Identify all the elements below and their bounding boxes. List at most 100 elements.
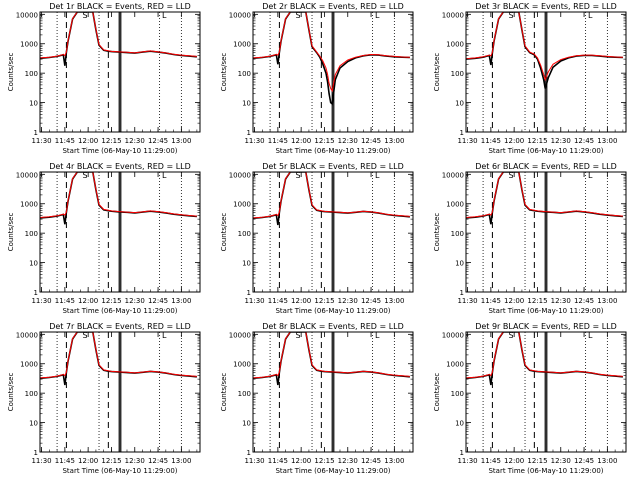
y-axis-label: Counts/sec (433, 373, 441, 412)
x-tick-label: 12:00 (78, 137, 98, 145)
top-marker-l: L (588, 11, 593, 20)
top-marker-s: S (509, 331, 514, 340)
y-tick-label: 1 (460, 129, 464, 137)
top-marker-l: L (162, 11, 167, 20)
x-tick-label: 12:45 (574, 297, 594, 305)
x-tick-label: 12:00 (504, 297, 524, 305)
plot-frame (465, 171, 627, 293)
y-tick-label: 10000 (442, 11, 464, 19)
series-lld (40, 332, 197, 379)
y-tick-label: 100 (451, 70, 464, 78)
x-tick-label: 12:00 (291, 457, 311, 465)
x-tick-label: 13:00 (171, 137, 191, 145)
x-axis-label: Start Time (06-May-10 11:29:00) (275, 147, 390, 155)
x-tick-label: 12:45 (148, 297, 168, 305)
x-tick-label: 12:30 (125, 137, 145, 145)
y-tick-label: 1000 (446, 361, 464, 369)
y-tick-label: 100 (238, 390, 251, 398)
x-tick-label: 12:15 (101, 457, 121, 465)
series-lld (40, 12, 197, 59)
y-axis-label: Counts/sec (220, 373, 228, 412)
y-tick-label: 10000 (442, 171, 464, 179)
y-axis-label: Counts/sec (7, 213, 15, 252)
y-tick-label: 1 (34, 129, 38, 137)
plot-frame (252, 171, 414, 293)
y-axis-label: Counts/sec (7, 53, 15, 92)
x-tick-label: 12:15 (101, 137, 121, 145)
top-marker-s: S (296, 171, 301, 180)
x-tick-label: 11:45 (55, 457, 75, 465)
y-tick-label: 10000 (16, 331, 38, 339)
panel-title: Det 8r BLACK = Events, RED = LLD (262, 322, 404, 331)
series-lld (466, 172, 623, 218)
top-marker-s: S (509, 11, 514, 20)
x-tick-label: 11:45 (268, 137, 288, 145)
x-tick-label: 12:45 (361, 137, 381, 145)
top-marker-s: S (83, 11, 88, 20)
y-tick-label: 1 (247, 289, 251, 297)
x-tick-label: 12:00 (291, 297, 311, 305)
plot-frame (252, 331, 414, 453)
x-tick-label: 11:45 (481, 457, 501, 465)
series-events (40, 332, 197, 386)
x-tick-label: 12:15 (101, 297, 121, 305)
x-tick-label: 12:45 (148, 137, 168, 145)
x-tick-label: 13:00 (384, 137, 404, 145)
y-tick-label: 1 (460, 289, 464, 297)
y-tick-label: 10000 (442, 331, 464, 339)
x-tick-label: 13:00 (171, 297, 191, 305)
y-tick-label: 10000 (229, 331, 251, 339)
x-tick-label: 11:30 (31, 137, 51, 145)
x-tick-label: 12:30 (125, 457, 145, 465)
top-marker-s: S (509, 171, 514, 180)
y-tick-label: 100 (25, 70, 38, 78)
x-tick-label: 12:45 (361, 297, 381, 305)
y-tick-label: 10 (29, 100, 38, 108)
y-tick-label: 10 (242, 260, 251, 268)
x-tick-label: 11:30 (31, 457, 51, 465)
y-tick-label: 10000 (229, 171, 251, 179)
y-tick-label: 100 (451, 390, 464, 398)
panel-title: Det 6r BLACK = Events, RED = LLD (475, 162, 617, 171)
x-tick-label: 12:30 (338, 297, 358, 305)
y-tick-label: 10 (455, 100, 464, 108)
y-tick-label: 100 (238, 70, 251, 78)
series-lld (253, 172, 410, 219)
y-tick-label: 1 (247, 449, 251, 457)
panel-title: Det 9r BLACK = Events, RED = LLD (475, 322, 617, 331)
x-tick-label: 12:30 (125, 297, 145, 305)
x-tick-label: 12:15 (314, 297, 334, 305)
series-events (40, 12, 197, 66)
x-tick-label: 11:30 (244, 297, 264, 305)
x-tick-label: 11:45 (481, 137, 501, 145)
x-tick-label: 13:00 (384, 297, 404, 305)
x-tick-label: 11:30 (244, 137, 264, 145)
x-axis-label: Start Time (06-May-10 11:29:00) (62, 467, 177, 475)
top-marker-s: S (83, 171, 88, 180)
y-axis-label: Counts/sec (433, 213, 441, 252)
plot-frame (465, 11, 627, 133)
series-lld (253, 12, 410, 93)
x-tick-label: 11:45 (55, 137, 75, 145)
y-tick-label: 10 (29, 260, 38, 268)
y-tick-label: 10000 (229, 11, 251, 19)
y-tick-label: 10 (455, 420, 464, 428)
panel-title: Det 5r BLACK = Events, RED = LLD (262, 162, 404, 171)
x-tick-label: 12:00 (78, 457, 98, 465)
top-marker-s: S (296, 11, 301, 20)
y-tick-label: 100 (25, 390, 38, 398)
top-marker-l: L (588, 171, 593, 180)
y-tick-label: 100 (238, 230, 251, 238)
x-tick-label: 11:45 (481, 297, 501, 305)
y-tick-label: 1000 (20, 361, 38, 369)
x-tick-label: 12:15 (314, 457, 334, 465)
x-tick-label: 12:45 (574, 457, 594, 465)
x-tick-label: 12:45 (148, 457, 168, 465)
series-lld (253, 332, 410, 379)
top-marker-s: S (83, 331, 88, 340)
x-axis-label: Start Time (06-May-10 11:29:00) (275, 307, 390, 315)
x-tick-label: 12:30 (551, 297, 571, 305)
x-tick-label: 12:15 (527, 297, 547, 305)
